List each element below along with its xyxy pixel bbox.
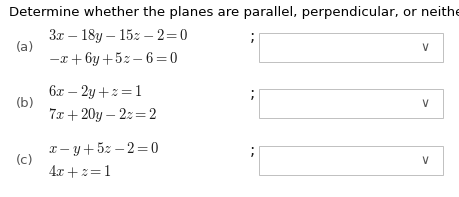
Text: $7x + 20y - 2z = 2$: $7x + 20y - 2z = 2$ bbox=[48, 106, 157, 124]
Text: $x - y + 5z - 2 = 0$: $x - y + 5z - 2 = 0$ bbox=[48, 140, 160, 158]
FancyBboxPatch shape bbox=[259, 89, 443, 118]
Text: (a): (a) bbox=[16, 41, 34, 54]
Text: (b): (b) bbox=[16, 97, 35, 110]
Text: ;: ; bbox=[250, 29, 256, 45]
Text: ∨: ∨ bbox=[420, 41, 429, 54]
Text: (c): (c) bbox=[16, 154, 34, 167]
Text: $4x + z = 1$: $4x + z = 1$ bbox=[48, 164, 112, 180]
Text: $-x + 6y + 5z - 6 = 0$: $-x + 6y + 5z - 6 = 0$ bbox=[48, 50, 178, 68]
Text: $3x - 18y - 15z - 2 = 0$: $3x - 18y - 15z - 2 = 0$ bbox=[48, 27, 189, 45]
Text: ;: ; bbox=[250, 143, 256, 158]
Text: ∨: ∨ bbox=[420, 97, 429, 110]
Text: ∨: ∨ bbox=[420, 154, 429, 167]
Text: ;: ; bbox=[250, 85, 256, 101]
Text: Determine whether the planes are parallel, perpendicular, or neither.: Determine whether the planes are paralle… bbox=[9, 6, 459, 19]
Text: $6x - 2y + z = 1$: $6x - 2y + z = 1$ bbox=[48, 83, 142, 101]
FancyBboxPatch shape bbox=[259, 146, 443, 175]
FancyBboxPatch shape bbox=[259, 33, 443, 61]
